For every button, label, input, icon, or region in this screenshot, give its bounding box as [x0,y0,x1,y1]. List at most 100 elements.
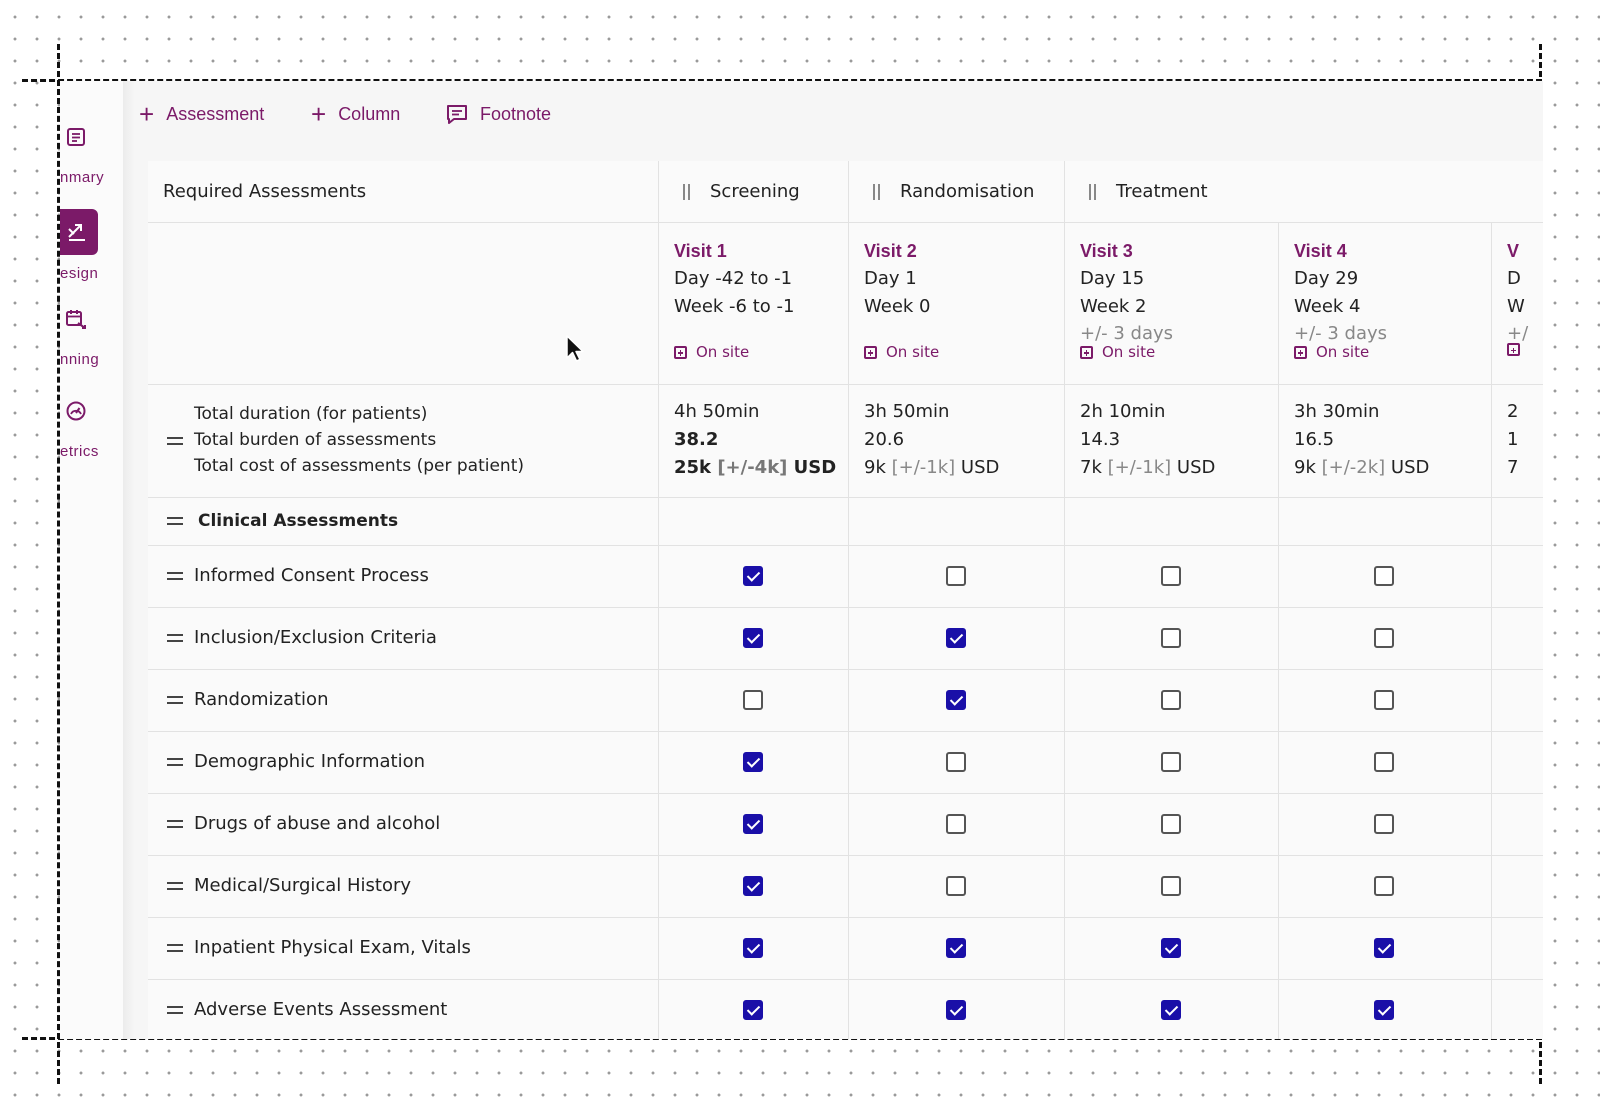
summary-burden-value: 14.3 [1080,429,1121,450]
phase-treatment[interactable]: Treatment [1089,181,1208,202]
visit-checkbox[interactable] [1374,752,1394,772]
visit-checkbox[interactable] [946,752,966,772]
drag-handle-icon[interactable] [683,183,690,200]
visit-checkbox[interactable] [1161,876,1181,896]
visit-checkbox[interactable] [1374,814,1394,834]
sidebar-item-metrics[interactable]: etrics [60,399,123,469]
app-window: nmary esign nning etrics + Assessment [60,81,1543,1039]
visit-checkbox[interactable] [1161,814,1181,834]
visit-checkbox[interactable] [743,814,763,834]
on-site-badge: On site [1080,343,1155,361]
drag-handle-icon[interactable] [167,1006,183,1014]
toolbar: + Assessment + Column Footnote [135,81,1543,161]
summary-cost-value: 9k [+/-1k] USD [864,457,1000,478]
summary-duration-value: 3h 30min [1294,401,1380,422]
summary-duration-label: Total duration (for patients) [194,404,428,424]
comment-icon [447,105,467,124]
drag-handle-icon[interactable] [167,820,183,828]
phase-randomisation[interactable]: Randomisation [873,181,1034,202]
visit-checkbox[interactable] [743,876,763,896]
phase-screening[interactable]: Screening [683,181,800,202]
assessment-row-label: Inclusion/Exclusion Criteria [194,627,437,648]
visit-column-3[interactable]: Visit 3 Day 15 Week 2 +/- 3 days On site [1080,241,1174,361]
assessment-row-label: Drugs of abuse and alcohol [194,813,441,834]
visit-checkbox[interactable] [946,814,966,834]
main-content: + Assessment + Column Footnote [135,81,1543,1039]
visit-checkbox[interactable] [1161,628,1181,648]
drag-handle-icon[interactable] [167,517,183,525]
visit-checkbox[interactable] [946,876,966,896]
visit-checkbox[interactable] [1374,876,1394,896]
visit-checkbox[interactable] [946,566,966,586]
drag-handle-icon[interactable] [167,882,183,890]
visit-checkbox[interactable] [1374,566,1394,586]
summary-duration-value: 2 [1507,401,1519,422]
document-icon [64,125,88,149]
plus-box-icon [674,345,687,359]
on-site-badge [1507,343,1529,356]
drag-handle-icon[interactable] [167,634,183,642]
visit-checkbox[interactable] [1161,690,1181,710]
visit-checkbox[interactable] [946,1000,966,1020]
visit-checkbox[interactable] [1161,752,1181,772]
sidebar: nmary esign nning etrics [60,81,123,1039]
drag-handle-icon[interactable] [1089,183,1096,200]
on-site-badge: On site [674,343,749,361]
summary-cost-value: 9k [+/-2k] USD [1294,457,1430,478]
sidebar-item-planning[interactable]: nning [60,307,123,377]
assessment-row-label: Inpatient Physical Exam, Vitals [194,937,471,958]
summary-burden-value: 16.5 [1294,429,1335,450]
visit-checkbox[interactable] [946,690,966,710]
summary-burden-value: 38.2 [674,429,719,450]
mouse-cursor-icon [566,335,584,362]
plus-box-icon [1294,345,1307,359]
visit-checkbox[interactable] [946,628,966,648]
visit-checkbox[interactable] [743,938,763,958]
add-column-button[interactable]: + Column [311,99,401,129]
assessment-row-label: Randomization [194,689,329,710]
summary-cost-label: Total cost of assessments (per patient) [194,456,524,476]
visit-checkbox[interactable] [1161,1000,1181,1020]
drag-handle-icon[interactable] [167,696,183,704]
required-assessments-header: Required Assessments [163,181,367,202]
summary-cost-value: 7 [1507,457,1519,478]
visit-checkbox[interactable] [1374,938,1394,958]
visit-checkbox[interactable] [743,1000,763,1020]
visit-checkbox[interactable] [1161,566,1181,586]
visit-checkbox[interactable] [743,752,763,772]
visit-column-2[interactable]: Visit 2 Day 1 Week 0 On site [864,241,940,361]
visit-checkbox[interactable] [1374,628,1394,648]
add-footnote-button[interactable]: Footnote [446,99,551,129]
calendar-icon [64,307,88,331]
visit-checkbox[interactable] [946,938,966,958]
summary-burden-value: 20.6 [864,429,905,450]
summary-duration-value: 2h 10min [1080,401,1166,422]
drag-handle-icon[interactable] [167,758,183,766]
gauge-icon [64,399,88,423]
drag-handle-icon[interactable] [167,437,183,445]
sidebar-shadow [123,81,135,1039]
plus-box-icon [1507,343,1520,356]
summary-cost-value: 7k [+/-1k] USD [1080,457,1216,478]
plus-box-icon [864,345,877,359]
visit-checkbox[interactable] [743,566,763,586]
drag-handle-icon[interactable] [167,572,183,580]
sidebar-item-summary[interactable]: nmary [60,125,123,195]
assessment-row-label: Informed Consent Process [194,565,429,586]
visit-column-1[interactable]: Visit 1 Day -42 to -1 Week -6 to -1 On s… [674,241,795,361]
visit-checkbox[interactable] [743,628,763,648]
visit-column-5[interactable]: V D W +/ [1507,237,1528,356]
visit-checkbox[interactable] [1374,1000,1394,1020]
section-clinical-assessments: Clinical Assessments [198,511,399,531]
plus-icon: + [311,99,327,129]
visit-column-4[interactable]: Visit 4 Day 29 Week 4 +/- 3 days On site [1294,241,1388,361]
plus-icon: + [139,99,155,129]
add-assessment-button[interactable]: + Assessment [139,99,265,129]
visit-checkbox[interactable] [1161,938,1181,958]
drag-handle-icon[interactable] [873,183,880,200]
plus-box-icon [1080,345,1093,359]
drag-handle-icon[interactable] [167,944,183,952]
sidebar-item-design[interactable]: esign [60,209,123,289]
visit-checkbox[interactable] [743,690,763,710]
visit-checkbox[interactable] [1374,690,1394,710]
